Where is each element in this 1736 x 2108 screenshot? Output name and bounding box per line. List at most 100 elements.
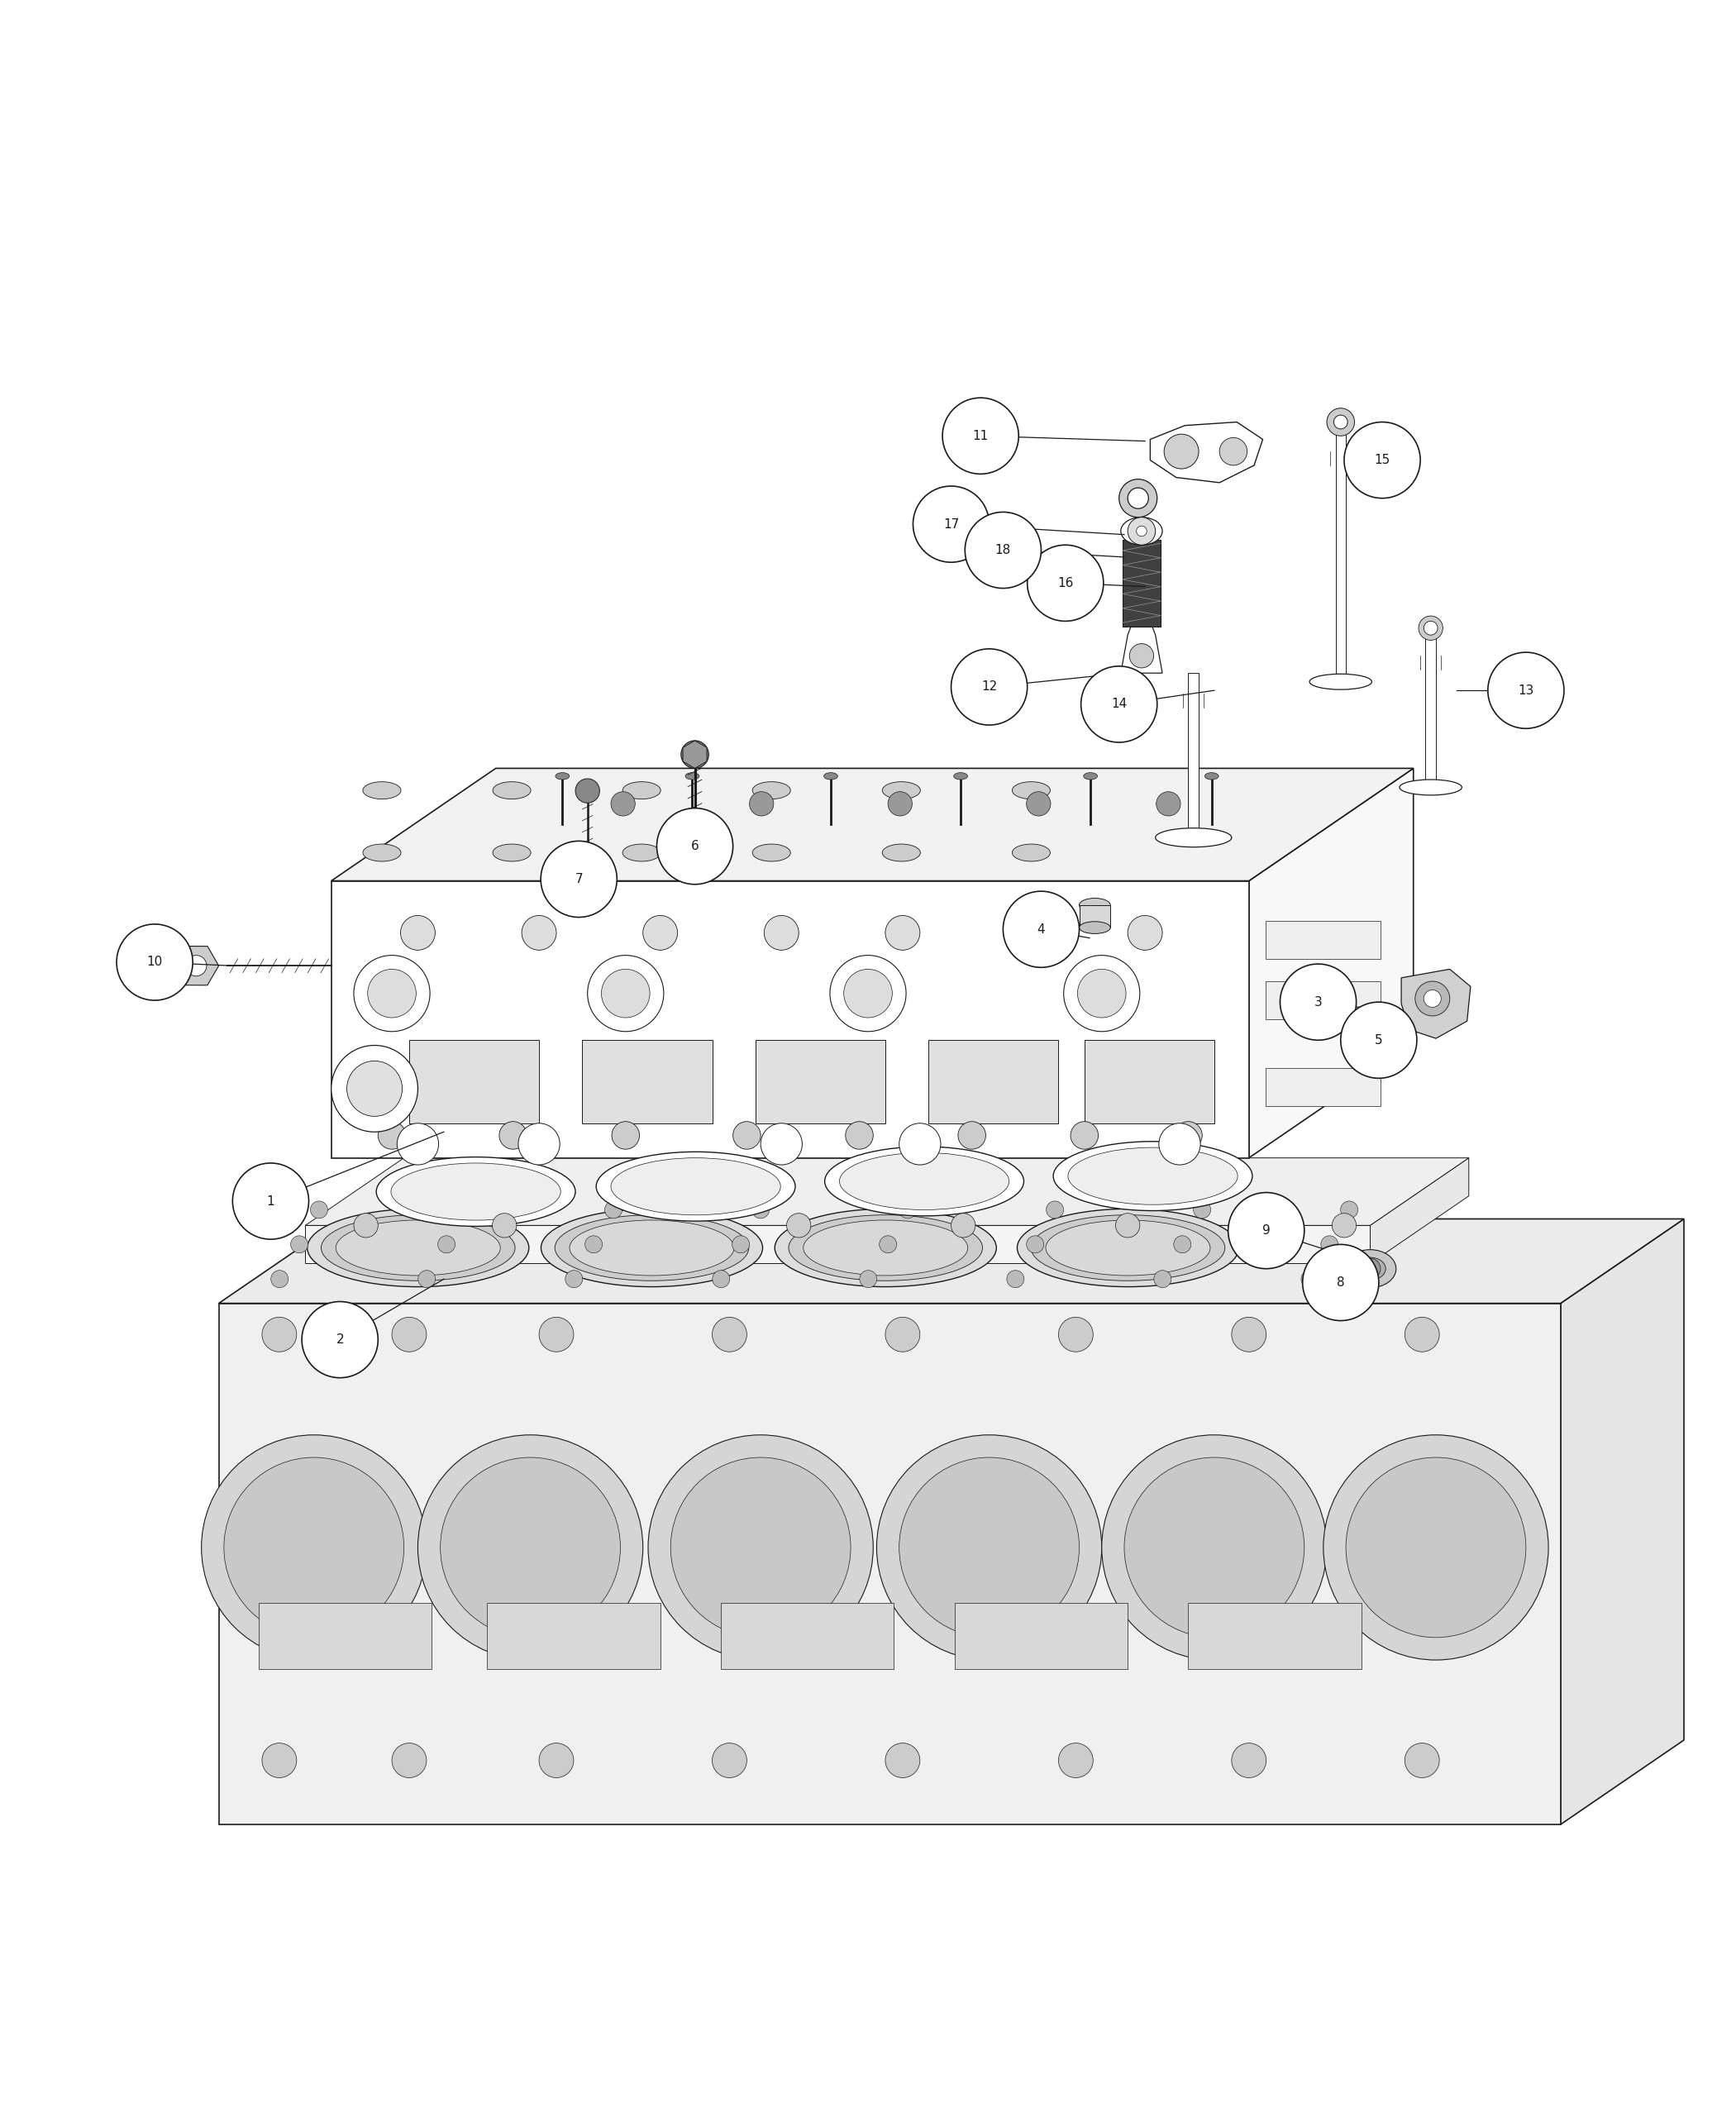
Ellipse shape: [363, 843, 401, 862]
Circle shape: [885, 1743, 920, 1777]
Circle shape: [750, 793, 774, 816]
Ellipse shape: [882, 843, 920, 862]
Circle shape: [1332, 1214, 1356, 1237]
Polygon shape: [1370, 1157, 1469, 1263]
Polygon shape: [306, 1157, 1469, 1225]
Circle shape: [656, 807, 733, 885]
Circle shape: [670, 1457, 851, 1638]
Ellipse shape: [752, 843, 790, 862]
Text: 4: 4: [1036, 923, 1045, 936]
Circle shape: [1130, 643, 1154, 668]
Circle shape: [271, 1271, 288, 1288]
Circle shape: [601, 970, 649, 1018]
Circle shape: [885, 1318, 920, 1351]
Circle shape: [1488, 651, 1564, 729]
Text: 6: 6: [691, 839, 700, 852]
Circle shape: [681, 740, 708, 767]
Circle shape: [1026, 1235, 1043, 1252]
Ellipse shape: [1031, 1214, 1226, 1282]
Ellipse shape: [1156, 828, 1231, 847]
Circle shape: [519, 1124, 559, 1166]
Circle shape: [585, 1235, 602, 1252]
Circle shape: [1156, 793, 1180, 816]
Circle shape: [575, 778, 599, 803]
Text: 9: 9: [1262, 1225, 1271, 1237]
Bar: [1085, 1039, 1213, 1124]
Circle shape: [116, 923, 193, 1001]
Circle shape: [290, 1235, 307, 1252]
Circle shape: [1128, 915, 1163, 951]
Ellipse shape: [493, 782, 531, 799]
Circle shape: [648, 1436, 873, 1659]
Text: 14: 14: [1111, 698, 1127, 710]
Circle shape: [1174, 1235, 1191, 1252]
Circle shape: [1125, 1457, 1304, 1638]
Circle shape: [332, 1046, 418, 1132]
Ellipse shape: [623, 782, 661, 799]
Circle shape: [830, 955, 906, 1031]
Circle shape: [500, 1121, 528, 1149]
Ellipse shape: [1012, 782, 1050, 799]
Circle shape: [401, 915, 436, 951]
Circle shape: [1175, 1121, 1201, 1149]
Circle shape: [885, 915, 920, 951]
Bar: [1189, 672, 1198, 837]
Polygon shape: [219, 1303, 1561, 1826]
Ellipse shape: [335, 1221, 500, 1275]
Text: 1: 1: [267, 1195, 274, 1208]
Circle shape: [877, 1436, 1102, 1659]
Bar: [1189, 1602, 1361, 1670]
Bar: [1266, 982, 1380, 1020]
Circle shape: [1424, 991, 1441, 1008]
Circle shape: [1340, 1001, 1417, 1077]
Circle shape: [1323, 1436, 1549, 1659]
Circle shape: [887, 793, 911, 816]
Circle shape: [1231, 1318, 1266, 1351]
Ellipse shape: [774, 1208, 996, 1286]
Bar: [1335, 430, 1345, 681]
Circle shape: [1026, 793, 1050, 816]
Circle shape: [542, 841, 616, 917]
Text: 2: 2: [337, 1334, 344, 1345]
Polygon shape: [219, 1218, 1684, 1303]
Circle shape: [958, 1121, 986, 1149]
Circle shape: [880, 1235, 898, 1252]
Circle shape: [540, 1318, 573, 1351]
Circle shape: [965, 512, 1042, 588]
Circle shape: [712, 1318, 746, 1351]
Circle shape: [1321, 1235, 1338, 1252]
Circle shape: [368, 970, 417, 1018]
Ellipse shape: [595, 1151, 795, 1221]
Circle shape: [1279, 963, 1356, 1039]
Text: 7: 7: [575, 873, 583, 885]
Circle shape: [1059, 1318, 1094, 1351]
Circle shape: [1345, 1457, 1526, 1638]
Circle shape: [1219, 438, 1246, 466]
Polygon shape: [332, 767, 1413, 881]
Circle shape: [1102, 1436, 1326, 1659]
Circle shape: [186, 955, 207, 976]
Ellipse shape: [686, 774, 700, 780]
Bar: [1123, 540, 1161, 626]
Circle shape: [441, 1457, 620, 1638]
Ellipse shape: [1068, 1147, 1238, 1204]
Circle shape: [1028, 546, 1104, 622]
Ellipse shape: [556, 1214, 748, 1282]
Circle shape: [262, 1318, 297, 1351]
Ellipse shape: [825, 774, 838, 780]
Ellipse shape: [1080, 898, 1111, 913]
Polygon shape: [1561, 1218, 1684, 1826]
Bar: [582, 1039, 712, 1124]
Circle shape: [1003, 892, 1080, 968]
Circle shape: [1253, 1214, 1278, 1237]
Circle shape: [1300, 1271, 1318, 1288]
Bar: [1266, 1069, 1380, 1107]
Circle shape: [712, 1743, 746, 1777]
Circle shape: [1340, 1202, 1358, 1218]
Text: 15: 15: [1375, 453, 1391, 466]
Circle shape: [1071, 1121, 1099, 1149]
Ellipse shape: [1045, 1221, 1210, 1275]
Bar: [929, 1039, 1059, 1124]
Bar: [410, 1039, 540, 1124]
Circle shape: [951, 649, 1028, 725]
